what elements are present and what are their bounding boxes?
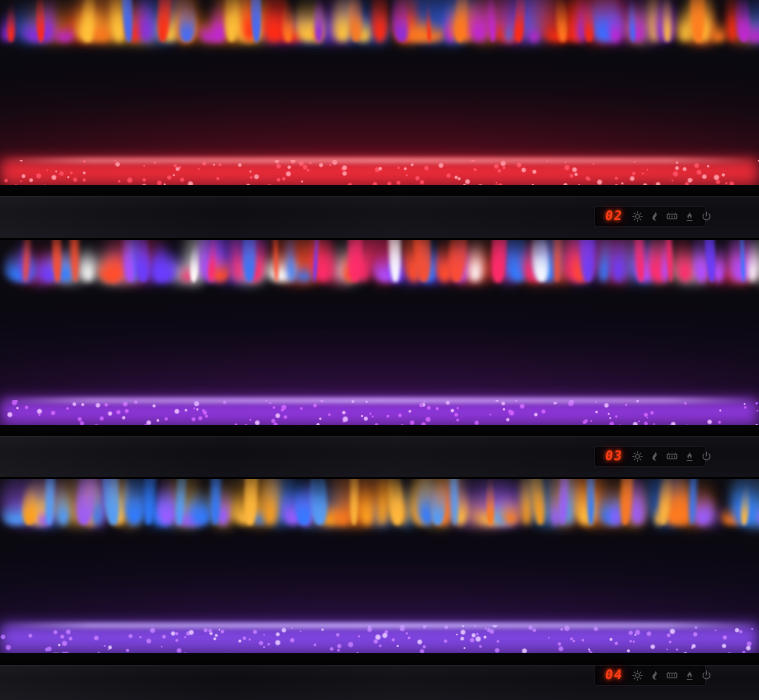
flame-tongue: [333, 501, 351, 526]
flame-tongue: [485, 479, 494, 526]
firebox-floor: [0, 425, 759, 436]
power-icon[interactable]: [701, 451, 712, 462]
seven-segment-display: 03: [604, 449, 624, 464]
control-panel[interactable]: 02: [594, 206, 711, 227]
flame-tongue: [500, 492, 520, 526]
flame-layer: [0, 0, 759, 196]
heater-icon[interactable]: [666, 451, 678, 462]
control-panel[interactable]: 04: [594, 665, 711, 686]
flame-icon[interactable]: [649, 211, 660, 222]
flame-display: [0, 240, 759, 436]
control-icon-row: [631, 670, 712, 681]
flame-tongue: [123, 479, 146, 526]
flame-tongue: [80, 241, 96, 283]
ember-bed-edge: [0, 398, 759, 403]
flame-tongue: [371, 0, 389, 43]
flame-tongue: [389, 0, 410, 43]
flame-tongue: [137, 0, 154, 43]
power-icon[interactable]: [701, 211, 712, 222]
flame-tongue: [6, 0, 15, 43]
flame-speed-icon[interactable]: [684, 451, 695, 462]
flame-tongue: [349, 479, 359, 526]
control-panel[interactable]: 03: [594, 446, 711, 467]
flame-icon[interactable]: [649, 451, 660, 462]
flame-tongue: [35, 0, 46, 43]
flame-tongue: [710, 21, 727, 43]
brightness-icon[interactable]: [631, 451, 643, 462]
flame-speed-icon[interactable]: [684, 211, 695, 222]
unit-divider: [0, 477, 759, 479]
heater-icon[interactable]: [666, 670, 678, 681]
brightness-icon[interactable]: [631, 670, 643, 681]
brightness-icon[interactable]: [631, 211, 643, 222]
unit-divider: [0, 238, 759, 240]
ember-bed-edge: [0, 158, 759, 163]
flame-tongue: [155, 479, 177, 526]
flame-tongue: [313, 0, 324, 43]
flame-speed-icon[interactable]: [684, 670, 695, 681]
power-icon[interactable]: [701, 670, 712, 681]
flame-tongue: [241, 240, 256, 283]
flame-icon[interactable]: [649, 670, 660, 681]
control-icon-row: [631, 211, 712, 222]
firebox-floor: [0, 185, 759, 196]
flame-tongue: [662, 0, 673, 43]
flame-tongue: [467, 240, 484, 283]
firebox-floor: [0, 653, 759, 665]
flame-display: [0, 479, 759, 665]
flame-layer: [0, 479, 759, 665]
seven-segment-display: 02: [604, 209, 624, 224]
fireplace-unit: [0, 0, 759, 238]
heater-icon[interactable]: [666, 211, 678, 222]
flame-tongue: [282, 0, 294, 43]
flame-display: [0, 0, 759, 196]
ember-bed-edge: [0, 623, 759, 628]
flame-tongue: [347, 0, 363, 43]
fireplace-unit: [0, 240, 759, 478]
flame-tongue: [609, 240, 627, 283]
control-icon-row: [631, 451, 712, 462]
seven-segment-display: 04: [604, 668, 624, 683]
